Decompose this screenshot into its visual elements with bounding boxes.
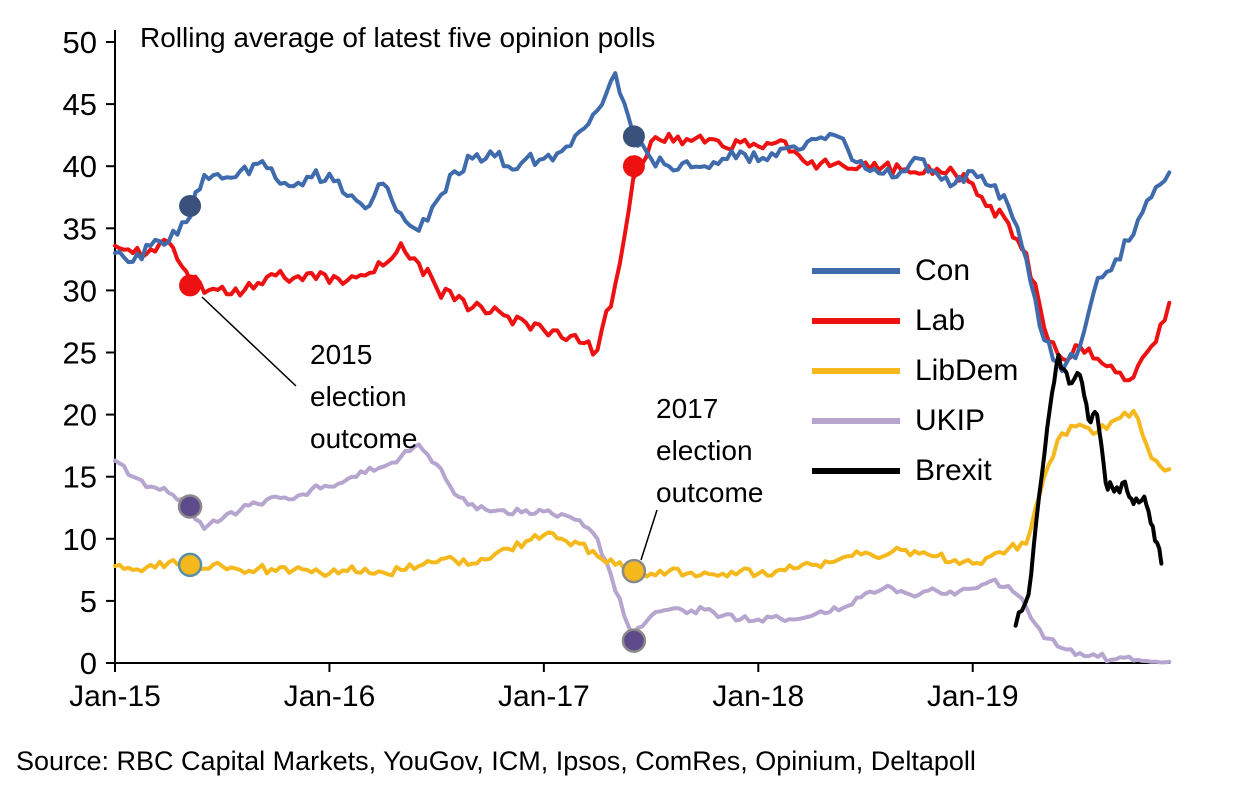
x-tick-label: Jan-18 bbox=[712, 680, 804, 713]
y-tick-label: 50 bbox=[63, 25, 97, 60]
annotation-line: 2017 bbox=[656, 393, 719, 424]
series-line-ukip bbox=[113, 442, 1172, 665]
y-tick-label: 45 bbox=[63, 87, 97, 122]
y-tick-label: 35 bbox=[63, 211, 97, 246]
legend-swatch-lab bbox=[812, 317, 900, 324]
annotation-line: election bbox=[656, 435, 753, 466]
chart-legend: Con Lab LibDem UKIP Brexit bbox=[812, 252, 1018, 489]
legend-swatch-libdem bbox=[812, 367, 900, 374]
annotation-pointer-2017-election bbox=[640, 509, 658, 561]
election-marker-2017-lab bbox=[622, 155, 645, 178]
legend-entry-con: Con bbox=[812, 252, 1018, 289]
legend-label-lab: Lab bbox=[915, 303, 966, 337]
election-marker-2015-con bbox=[179, 194, 202, 217]
election-marker-2017-libdem bbox=[621, 558, 647, 584]
y-tick-label: 0 bbox=[80, 646, 97, 681]
y-tick-label: 20 bbox=[63, 398, 97, 433]
series-line-brexit bbox=[1013, 353, 1164, 628]
legend-entry-ukip: UKIP bbox=[812, 402, 1018, 439]
y-tick-label: 30 bbox=[63, 273, 97, 308]
legend-entry-lab: Lab bbox=[812, 302, 1018, 339]
legend-swatch-ukip bbox=[812, 417, 900, 424]
election-marker-2017-ukip bbox=[621, 628, 647, 653]
y-tick-label: 15 bbox=[63, 460, 97, 495]
x-tick-label: Jan-16 bbox=[284, 680, 376, 713]
annotation-line: outcome bbox=[310, 423, 418, 454]
legend-label-libdem: LibDem bbox=[915, 353, 1019, 387]
annotation-line: outcome bbox=[656, 477, 764, 508]
annotation-2015-election: 2015 election outcome bbox=[310, 334, 417, 460]
legend-entry-libdem: LibDem bbox=[812, 352, 1018, 389]
election-marker-2017-con bbox=[622, 125, 645, 148]
source-caption: Source: RBC Capital Markets, YouGov, ICM… bbox=[16, 746, 976, 776]
y-tick-label: 5 bbox=[80, 584, 97, 619]
y-tick-label: 25 bbox=[63, 336, 97, 371]
y-tick-label: 10 bbox=[63, 522, 97, 557]
chart-title: Rolling average of latest five opinion p… bbox=[140, 22, 656, 53]
legend-swatch-brexit bbox=[812, 467, 900, 474]
election-marker-2015-libdem bbox=[177, 552, 203, 578]
annotation-pointer-2015-election bbox=[201, 296, 297, 387]
legend-label-ukip: UKIP bbox=[915, 403, 986, 437]
legend-entry-brexit: Brexit bbox=[812, 452, 1018, 489]
annotation-2017-election: 2017 election outcome bbox=[656, 388, 763, 514]
legend-label-brexit: Brexit bbox=[915, 453, 992, 487]
annotation-line: election bbox=[310, 381, 407, 412]
legend-label-con: Con bbox=[915, 253, 971, 287]
x-tick-label: Jan-15 bbox=[69, 680, 161, 713]
series-line-con bbox=[113, 71, 1172, 374]
election-marker-2015-lab bbox=[179, 274, 202, 297]
annotation-line: 2015 bbox=[310, 339, 373, 370]
legend-swatch-con bbox=[812, 267, 900, 274]
y-tick-label: 40 bbox=[63, 149, 97, 184]
x-tick-label: Jan-17 bbox=[498, 680, 590, 713]
election-marker-2015-ukip bbox=[177, 494, 203, 519]
x-tick-label: Jan-19 bbox=[927, 680, 1019, 713]
